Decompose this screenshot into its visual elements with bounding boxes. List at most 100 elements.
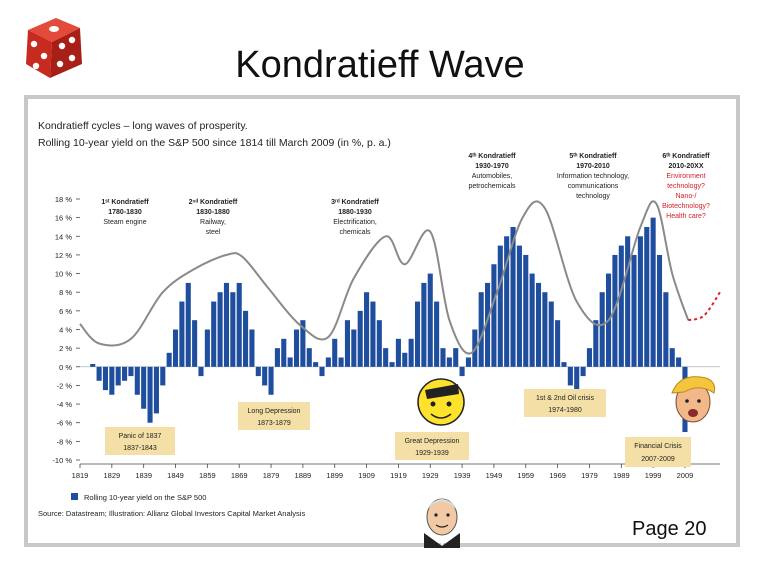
data-bar (185, 282, 191, 367)
k5-years: 1970-2010 (576, 163, 610, 170)
data-bar (141, 366, 147, 409)
data-bar (631, 254, 637, 367)
x-tick-label: 1829 (103, 471, 120, 480)
data-bar (497, 245, 503, 367)
y-tick-label: 4 % (59, 326, 72, 335)
y-tick-label: -8 % (57, 437, 73, 446)
x-tick-label: 1819 (72, 471, 89, 480)
data-bar (192, 320, 198, 367)
data-bar (370, 301, 376, 367)
data-bar (255, 366, 261, 377)
x-tick-label: 1909 (358, 471, 375, 480)
long-depression-box (238, 402, 310, 430)
data-bar (357, 310, 363, 367)
data-bar (669, 348, 675, 367)
oil-crisis-box (524, 389, 606, 417)
caricature-face-icon (671, 376, 716, 423)
data-bar (160, 366, 166, 386)
data-bar (204, 329, 210, 367)
data-bar (287, 357, 293, 367)
x-tick-label: 1969 (549, 471, 566, 480)
data-bar (421, 282, 427, 367)
data-bar (223, 282, 230, 367)
data-bar (153, 366, 159, 414)
data-bar (440, 348, 446, 367)
data-bar (465, 357, 471, 367)
k6-title: 6ᵗʰ Kondratieff (662, 153, 710, 160)
data-bar (453, 348, 459, 367)
x-axis-labels: 1819 1829 1839 1849 1859 1869 1879 1889 1899 1909… (72, 464, 694, 480)
source-note: Source: Datastream; Illustration: Allian… (38, 509, 305, 518)
data-bar (434, 301, 440, 367)
chart-title: Kondratieff cycles – long waves of prosp… (38, 120, 248, 132)
data-bar (115, 366, 121, 386)
data-bar (574, 366, 580, 395)
great-depression-label: Great Depression (405, 438, 460, 445)
data-bar (179, 301, 185, 367)
dice-logo-icon (26, 18, 82, 78)
y-tick-label: 0 % (59, 363, 72, 372)
data-bar (217, 292, 223, 367)
smiley-face-icon (417, 378, 465, 426)
data-bar (249, 329, 255, 367)
y-tick-label: -10 % (52, 456, 72, 465)
k5-desc3: technology (576, 193, 610, 200)
y-tick-label: -4 % (57, 400, 73, 409)
data-bar (618, 245, 624, 367)
legend-swatch (71, 493, 78, 500)
x-tick-label: 1959 (517, 471, 534, 480)
long-depression-label: Long Depression (248, 408, 301, 415)
k6-line5: Health care? (666, 213, 706, 220)
x-tick-label: 1999 (645, 471, 662, 480)
k4-desc2: petrochemicals (468, 183, 516, 190)
data-bar (236, 282, 242, 367)
data-bar (274, 348, 280, 367)
data-bar (344, 320, 351, 367)
data-bar (147, 366, 153, 423)
great-depression-years: 1929-1939 (415, 450, 449, 457)
data-bar (243, 310, 249, 367)
k2-desc: Railway, (200, 219, 226, 226)
data-bar (542, 292, 548, 367)
data-bar (364, 292, 370, 367)
data-bar (383, 348, 389, 367)
data-bar (96, 366, 102, 381)
y-tick-label: -2 % (57, 381, 73, 390)
oil-crisis-label: 1st & 2nd Oil crisis (536, 395, 594, 402)
data-bar (593, 320, 599, 367)
data-bar (262, 366, 268, 386)
data-bar (102, 366, 109, 391)
data-bar (555, 320, 561, 367)
data-bar (134, 366, 140, 395)
data-bar (128, 366, 134, 377)
k4-desc: Automobiles, (472, 173, 513, 180)
data-bar (599, 292, 605, 367)
k5-title: 5ᵗʰ Kondratieff (569, 153, 617, 160)
y-tick-label: 6 % (59, 307, 72, 316)
k4-years: 1930-1970 (475, 163, 509, 170)
k6-line4: Biotechnology? (662, 203, 710, 210)
data-bar (325, 357, 331, 367)
data-bar (172, 329, 179, 367)
data-bar (90, 363, 96, 367)
x-tick-label: 1949 (486, 471, 503, 480)
x-tick-label: 1939 (454, 471, 471, 480)
data-bar (351, 329, 357, 367)
data-bar (198, 366, 204, 377)
data-bar (529, 273, 535, 367)
data-bar (446, 357, 452, 367)
financial-crisis-label: Financial Crisis (634, 443, 682, 450)
k1-title: 1ˢᵗ Kondratieff (101, 199, 149, 206)
data-bar (376, 320, 382, 367)
k2-years: 1830-1880 (196, 209, 230, 216)
data-bar (663, 292, 669, 367)
k5-desc: Information technology, (557, 173, 629, 180)
y-axis-labels: 18 % 16 % 14 % 12 % 10 % 8 % 6 % 4 % 2 % 0 % -2 % -… (52, 195, 72, 465)
x-tick-label: 1869 (231, 471, 248, 480)
bar-series (90, 217, 688, 433)
data-bar (516, 245, 522, 367)
chart-subtitle: Rolling 10-year yield on the S&P 500 sin… (38, 137, 391, 149)
x-tick-label: 1849 (167, 471, 184, 480)
slide-title: Kondratieff Wave (235, 44, 525, 86)
x-tick-label: 2009 (677, 471, 694, 480)
